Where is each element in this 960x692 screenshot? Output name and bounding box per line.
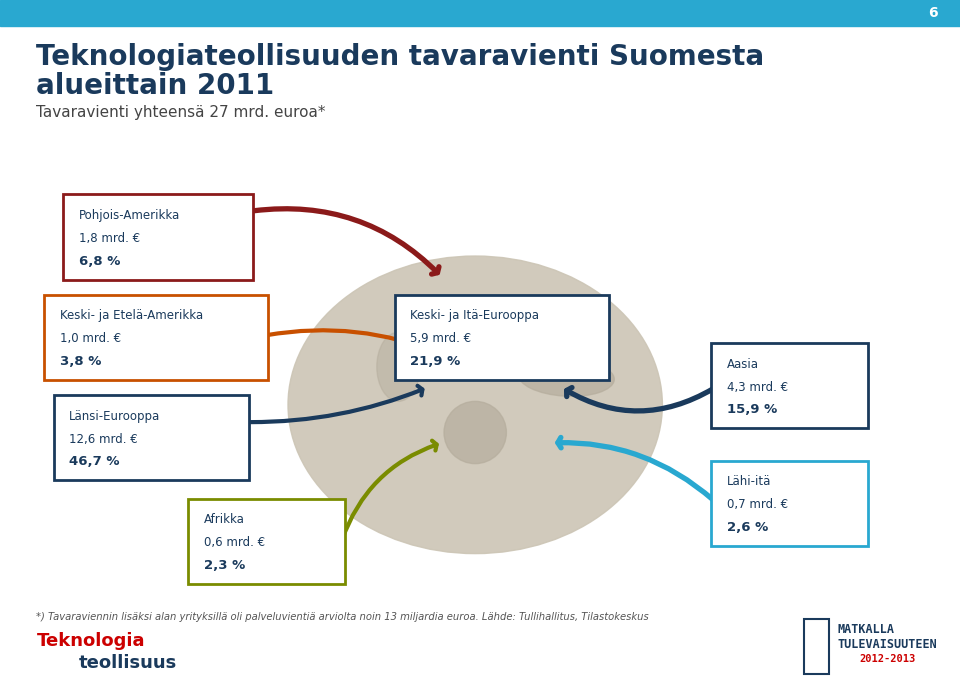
Text: Teknologia: Teknologia: [36, 632, 145, 650]
Text: 1,8 mrd. €: 1,8 mrd. €: [79, 232, 140, 245]
Text: Teknologiateollisuuden tavaravienti Suomesta: Teknologiateollisuuden tavaravienti Suom…: [36, 43, 764, 71]
Text: 0,7 mrd. €: 0,7 mrd. €: [727, 498, 788, 511]
FancyBboxPatch shape: [44, 295, 268, 380]
Ellipse shape: [413, 304, 470, 332]
FancyBboxPatch shape: [395, 295, 609, 380]
Text: Pohjois-Amerikka: Pohjois-Amerikka: [79, 209, 180, 222]
FancyBboxPatch shape: [63, 194, 253, 280]
FancyArrowPatch shape: [251, 386, 422, 422]
Text: Keski- ja Itä-Eurooppa: Keski- ja Itä-Eurooppa: [410, 309, 539, 322]
FancyArrowPatch shape: [518, 330, 602, 349]
FancyBboxPatch shape: [54, 395, 249, 480]
Text: 21,9 %: 21,9 %: [410, 355, 460, 368]
Text: 2,3 %: 2,3 %: [204, 559, 245, 572]
FancyBboxPatch shape: [804, 619, 829, 674]
Ellipse shape: [439, 321, 560, 371]
Bar: [0, 0, 960, 26]
Text: 6: 6: [928, 6, 938, 20]
Text: 6,8 %: 6,8 %: [79, 255, 120, 268]
FancyBboxPatch shape: [711, 343, 868, 428]
Text: TULEVAISUUTEEN: TULEVAISUUTEEN: [837, 639, 937, 651]
FancyArrowPatch shape: [254, 209, 439, 274]
Text: Lähi-itä: Lähi-itä: [727, 475, 771, 489]
Text: 4,3 mrd. €: 4,3 mrd. €: [727, 381, 788, 394]
FancyArrowPatch shape: [342, 441, 437, 540]
Text: Aasia: Aasia: [727, 358, 758, 371]
Text: Afrikka: Afrikka: [204, 513, 245, 527]
Text: 46,7 %: 46,7 %: [69, 455, 120, 468]
Text: 2,6 %: 2,6 %: [727, 521, 768, 534]
Ellipse shape: [444, 401, 507, 464]
FancyArrowPatch shape: [566, 388, 713, 411]
FancyBboxPatch shape: [711, 461, 868, 546]
Text: *) Tavaraviennin lisäksi alan yrityksillä oli palveluvientiä arviolta noin 13 mi: *) Tavaraviennin lisäksi alan yrityksill…: [36, 612, 649, 622]
Text: 1,0 mrd. €: 1,0 mrd. €: [60, 332, 121, 345]
Text: 2012-2013: 2012-2013: [859, 655, 916, 664]
Text: Tavaravienti yhteensä 27 mrd. euroa*: Tavaravienti yhteensä 27 mrd. euroa*: [36, 104, 326, 120]
Text: 0,6 mrd. €: 0,6 mrd. €: [204, 536, 265, 549]
Text: 3,8 %: 3,8 %: [60, 355, 101, 368]
Text: Keski- ja Etelä-Amerikka: Keski- ja Etelä-Amerikka: [60, 309, 203, 322]
Ellipse shape: [518, 358, 614, 397]
Text: MATKALLA: MATKALLA: [837, 623, 894, 636]
Text: teollisuus: teollisuus: [79, 654, 177, 672]
Text: 5,9 mrd. €: 5,9 mrd. €: [410, 332, 471, 345]
Text: Länsi-Eurooppa: Länsi-Eurooppa: [69, 410, 160, 423]
FancyBboxPatch shape: [188, 499, 345, 584]
FancyArrowPatch shape: [558, 437, 713, 500]
Text: 15,9 %: 15,9 %: [727, 403, 777, 417]
Ellipse shape: [288, 256, 662, 554]
Ellipse shape: [376, 332, 420, 401]
Text: 12,6 mrd. €: 12,6 mrd. €: [69, 432, 138, 446]
FancyArrowPatch shape: [267, 330, 442, 358]
Text: alueittain 2011: alueittain 2011: [36, 73, 275, 100]
